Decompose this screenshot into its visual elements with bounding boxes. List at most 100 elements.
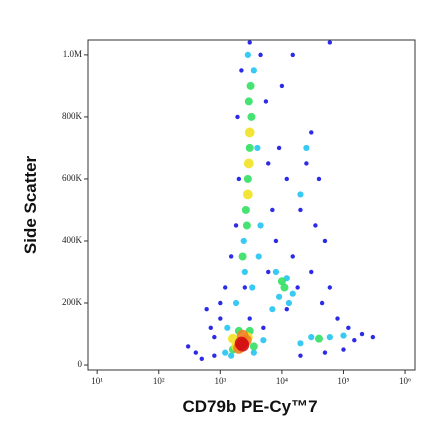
y-tick-label: 400K (62, 235, 83, 245)
point (260, 337, 267, 344)
point (218, 316, 223, 321)
point (235, 338, 250, 352)
point (272, 268, 280, 276)
point (289, 290, 296, 297)
point (285, 299, 293, 307)
x-tick-label: 10² (153, 376, 165, 386)
point (280, 283, 289, 292)
point (185, 344, 191, 349)
point (247, 40, 252, 45)
point (275, 293, 283, 300)
point (277, 277, 286, 286)
point (228, 352, 235, 359)
point (240, 237, 247, 245)
point (250, 349, 257, 356)
point (235, 114, 240, 120)
point (303, 144, 310, 152)
point (309, 269, 314, 275)
point (236, 176, 242, 182)
point (254, 144, 261, 152)
point (258, 52, 263, 58)
point (279, 83, 285, 89)
point (352, 338, 357, 343)
point (340, 332, 347, 339)
point (319, 300, 325, 306)
point (241, 205, 250, 214)
point (218, 300, 223, 306)
point (249, 342, 258, 351)
point (263, 99, 269, 104)
point (242, 285, 248, 290)
point (314, 334, 323, 343)
point (238, 252, 247, 261)
y-tick-label: 800K (62, 111, 83, 121)
point (284, 176, 289, 182)
point (212, 353, 217, 358)
point (243, 174, 252, 183)
point (308, 334, 315, 341)
point (290, 254, 295, 259)
point (295, 285, 300, 290)
point (222, 285, 228, 290)
plot-frame (87, 39, 416, 371)
point (208, 325, 213, 331)
x-tick-label: 10⁵ (337, 376, 349, 386)
point (326, 334, 333, 341)
x-tick-label: 10⁶ (399, 376, 411, 386)
point (297, 191, 304, 198)
point (239, 68, 244, 73)
point (244, 97, 253, 106)
point (370, 334, 376, 340)
point (298, 207, 303, 213)
point (250, 67, 257, 74)
point (266, 269, 271, 275)
point (244, 51, 251, 58)
point (233, 223, 239, 228)
point (335, 316, 340, 321)
point (322, 350, 328, 355)
point (327, 40, 333, 45)
point (269, 306, 276, 313)
y-axis-label: Side Scatter (21, 155, 40, 254)
point (266, 161, 271, 166)
point (232, 299, 240, 307)
point (199, 356, 204, 362)
x-tick-label: 10⁴ (276, 376, 288, 386)
point (247, 112, 256, 121)
point (322, 238, 328, 244)
point (276, 145, 282, 151)
point (304, 161, 309, 166)
point (243, 158, 254, 169)
y-tick-label: 1.0M (63, 49, 82, 59)
point (309, 130, 314, 135)
point (247, 316, 252, 321)
point (257, 222, 264, 229)
point (212, 334, 217, 340)
point (255, 253, 262, 260)
point (284, 307, 289, 312)
point (193, 350, 199, 355)
point (261, 325, 266, 331)
y-tick-label: 200K (62, 297, 83, 307)
point (222, 349, 229, 356)
x-axis-label: CD79b PE-Cy™7 (182, 397, 317, 416)
point (298, 353, 303, 358)
y-tick-label: 0 (78, 359, 83, 369)
y-tick-label: 600K (62, 173, 83, 183)
point (242, 189, 253, 200)
point (316, 176, 322, 182)
point (290, 52, 295, 58)
point (359, 331, 365, 337)
point (224, 324, 231, 331)
point (244, 127, 255, 138)
point (241, 268, 248, 276)
point (341, 347, 346, 352)
point (242, 221, 251, 230)
point (273, 238, 279, 244)
point (297, 340, 304, 347)
point (313, 223, 318, 228)
point (327, 285, 333, 290)
point (249, 284, 256, 291)
point (270, 207, 275, 213)
